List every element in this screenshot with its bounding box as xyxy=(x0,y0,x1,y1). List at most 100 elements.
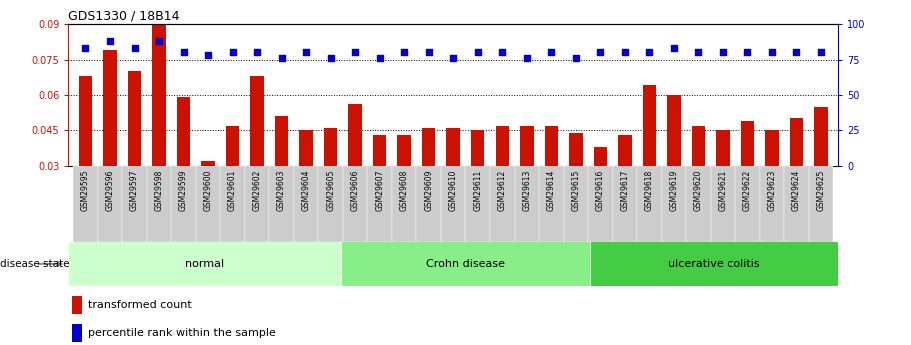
Point xyxy=(716,50,731,55)
Point xyxy=(200,52,215,58)
Bar xyxy=(471,130,485,166)
Point xyxy=(422,50,436,55)
Bar xyxy=(790,118,804,166)
Bar xyxy=(642,86,656,166)
Bar xyxy=(343,166,367,242)
Text: GSM29616: GSM29616 xyxy=(596,169,605,211)
Bar xyxy=(711,166,735,242)
Text: GSM29605: GSM29605 xyxy=(326,169,335,211)
Bar xyxy=(809,166,834,242)
Point xyxy=(78,46,93,51)
Text: disease state: disease state xyxy=(0,259,69,269)
Bar xyxy=(741,121,754,166)
Point xyxy=(740,50,754,55)
Text: percentile rank within the sample: percentile rank within the sample xyxy=(87,328,275,338)
Bar xyxy=(569,132,582,166)
Text: GSM29611: GSM29611 xyxy=(473,169,482,211)
Bar xyxy=(466,166,490,242)
Bar xyxy=(72,296,82,314)
Text: GSM29606: GSM29606 xyxy=(351,169,360,211)
Point xyxy=(397,50,412,55)
Point xyxy=(814,50,828,55)
Point xyxy=(764,50,779,55)
Point xyxy=(274,55,289,61)
Bar xyxy=(397,135,411,166)
Bar xyxy=(765,130,779,166)
Bar xyxy=(152,24,166,166)
Bar xyxy=(270,166,294,242)
Point xyxy=(128,46,142,51)
Text: GSM29607: GSM29607 xyxy=(375,169,384,211)
Bar xyxy=(441,166,466,242)
Bar xyxy=(226,126,240,166)
Point xyxy=(568,55,583,61)
Bar xyxy=(691,126,705,166)
Point xyxy=(618,50,632,55)
Text: GSM29609: GSM29609 xyxy=(425,169,434,211)
Point xyxy=(691,50,706,55)
Text: GSM29599: GSM29599 xyxy=(179,169,188,211)
Bar xyxy=(545,126,558,166)
Text: GSM29608: GSM29608 xyxy=(400,169,409,211)
Bar xyxy=(520,126,534,166)
Point xyxy=(225,50,240,55)
Bar xyxy=(342,241,589,286)
Bar xyxy=(72,324,82,342)
Bar xyxy=(275,116,289,166)
Bar xyxy=(324,128,337,166)
Point xyxy=(176,50,190,55)
Text: GSM29618: GSM29618 xyxy=(645,169,654,211)
Text: GSM29598: GSM29598 xyxy=(155,169,164,211)
Text: GSM29612: GSM29612 xyxy=(497,169,507,211)
Bar xyxy=(716,130,730,166)
Bar xyxy=(373,135,386,166)
Bar xyxy=(760,166,784,242)
Point xyxy=(544,50,558,55)
Point xyxy=(103,38,118,44)
Text: GSM29625: GSM29625 xyxy=(816,169,825,211)
Point xyxy=(373,55,387,61)
Text: transformed count: transformed count xyxy=(87,300,191,310)
Bar xyxy=(251,76,264,166)
Text: GSM29614: GSM29614 xyxy=(547,169,556,211)
Bar xyxy=(103,50,117,166)
Text: GSM29597: GSM29597 xyxy=(130,169,139,211)
Bar xyxy=(245,166,270,242)
Bar xyxy=(589,166,612,242)
Point xyxy=(642,50,657,55)
Point xyxy=(348,50,363,55)
Bar xyxy=(294,166,318,242)
Bar xyxy=(539,166,564,242)
Point xyxy=(470,50,485,55)
Bar xyxy=(446,128,460,166)
Text: GDS1330 / 18B14: GDS1330 / 18B14 xyxy=(68,10,179,23)
Point xyxy=(323,55,338,61)
Point xyxy=(593,50,608,55)
Bar xyxy=(564,166,589,242)
Point xyxy=(250,50,264,55)
Text: GSM29610: GSM29610 xyxy=(449,169,457,211)
Bar xyxy=(686,166,711,242)
Text: GSM29621: GSM29621 xyxy=(719,169,727,211)
Bar xyxy=(78,76,92,166)
Point xyxy=(789,50,804,55)
Bar xyxy=(171,166,196,242)
Text: GSM29604: GSM29604 xyxy=(302,169,311,211)
Bar xyxy=(422,128,435,166)
Bar xyxy=(661,166,686,242)
Point xyxy=(446,55,460,61)
Bar xyxy=(68,241,342,286)
Bar xyxy=(735,166,760,242)
Bar xyxy=(618,135,631,166)
Bar xyxy=(220,166,245,242)
Bar xyxy=(177,97,190,166)
Text: GSM29615: GSM29615 xyxy=(571,169,580,211)
Bar xyxy=(667,95,681,166)
Bar xyxy=(784,166,809,242)
Bar xyxy=(594,147,607,166)
Text: GSM29613: GSM29613 xyxy=(522,169,531,211)
Text: GSM29602: GSM29602 xyxy=(252,169,261,211)
Bar xyxy=(367,166,392,242)
Point xyxy=(495,50,509,55)
Bar xyxy=(348,104,362,166)
